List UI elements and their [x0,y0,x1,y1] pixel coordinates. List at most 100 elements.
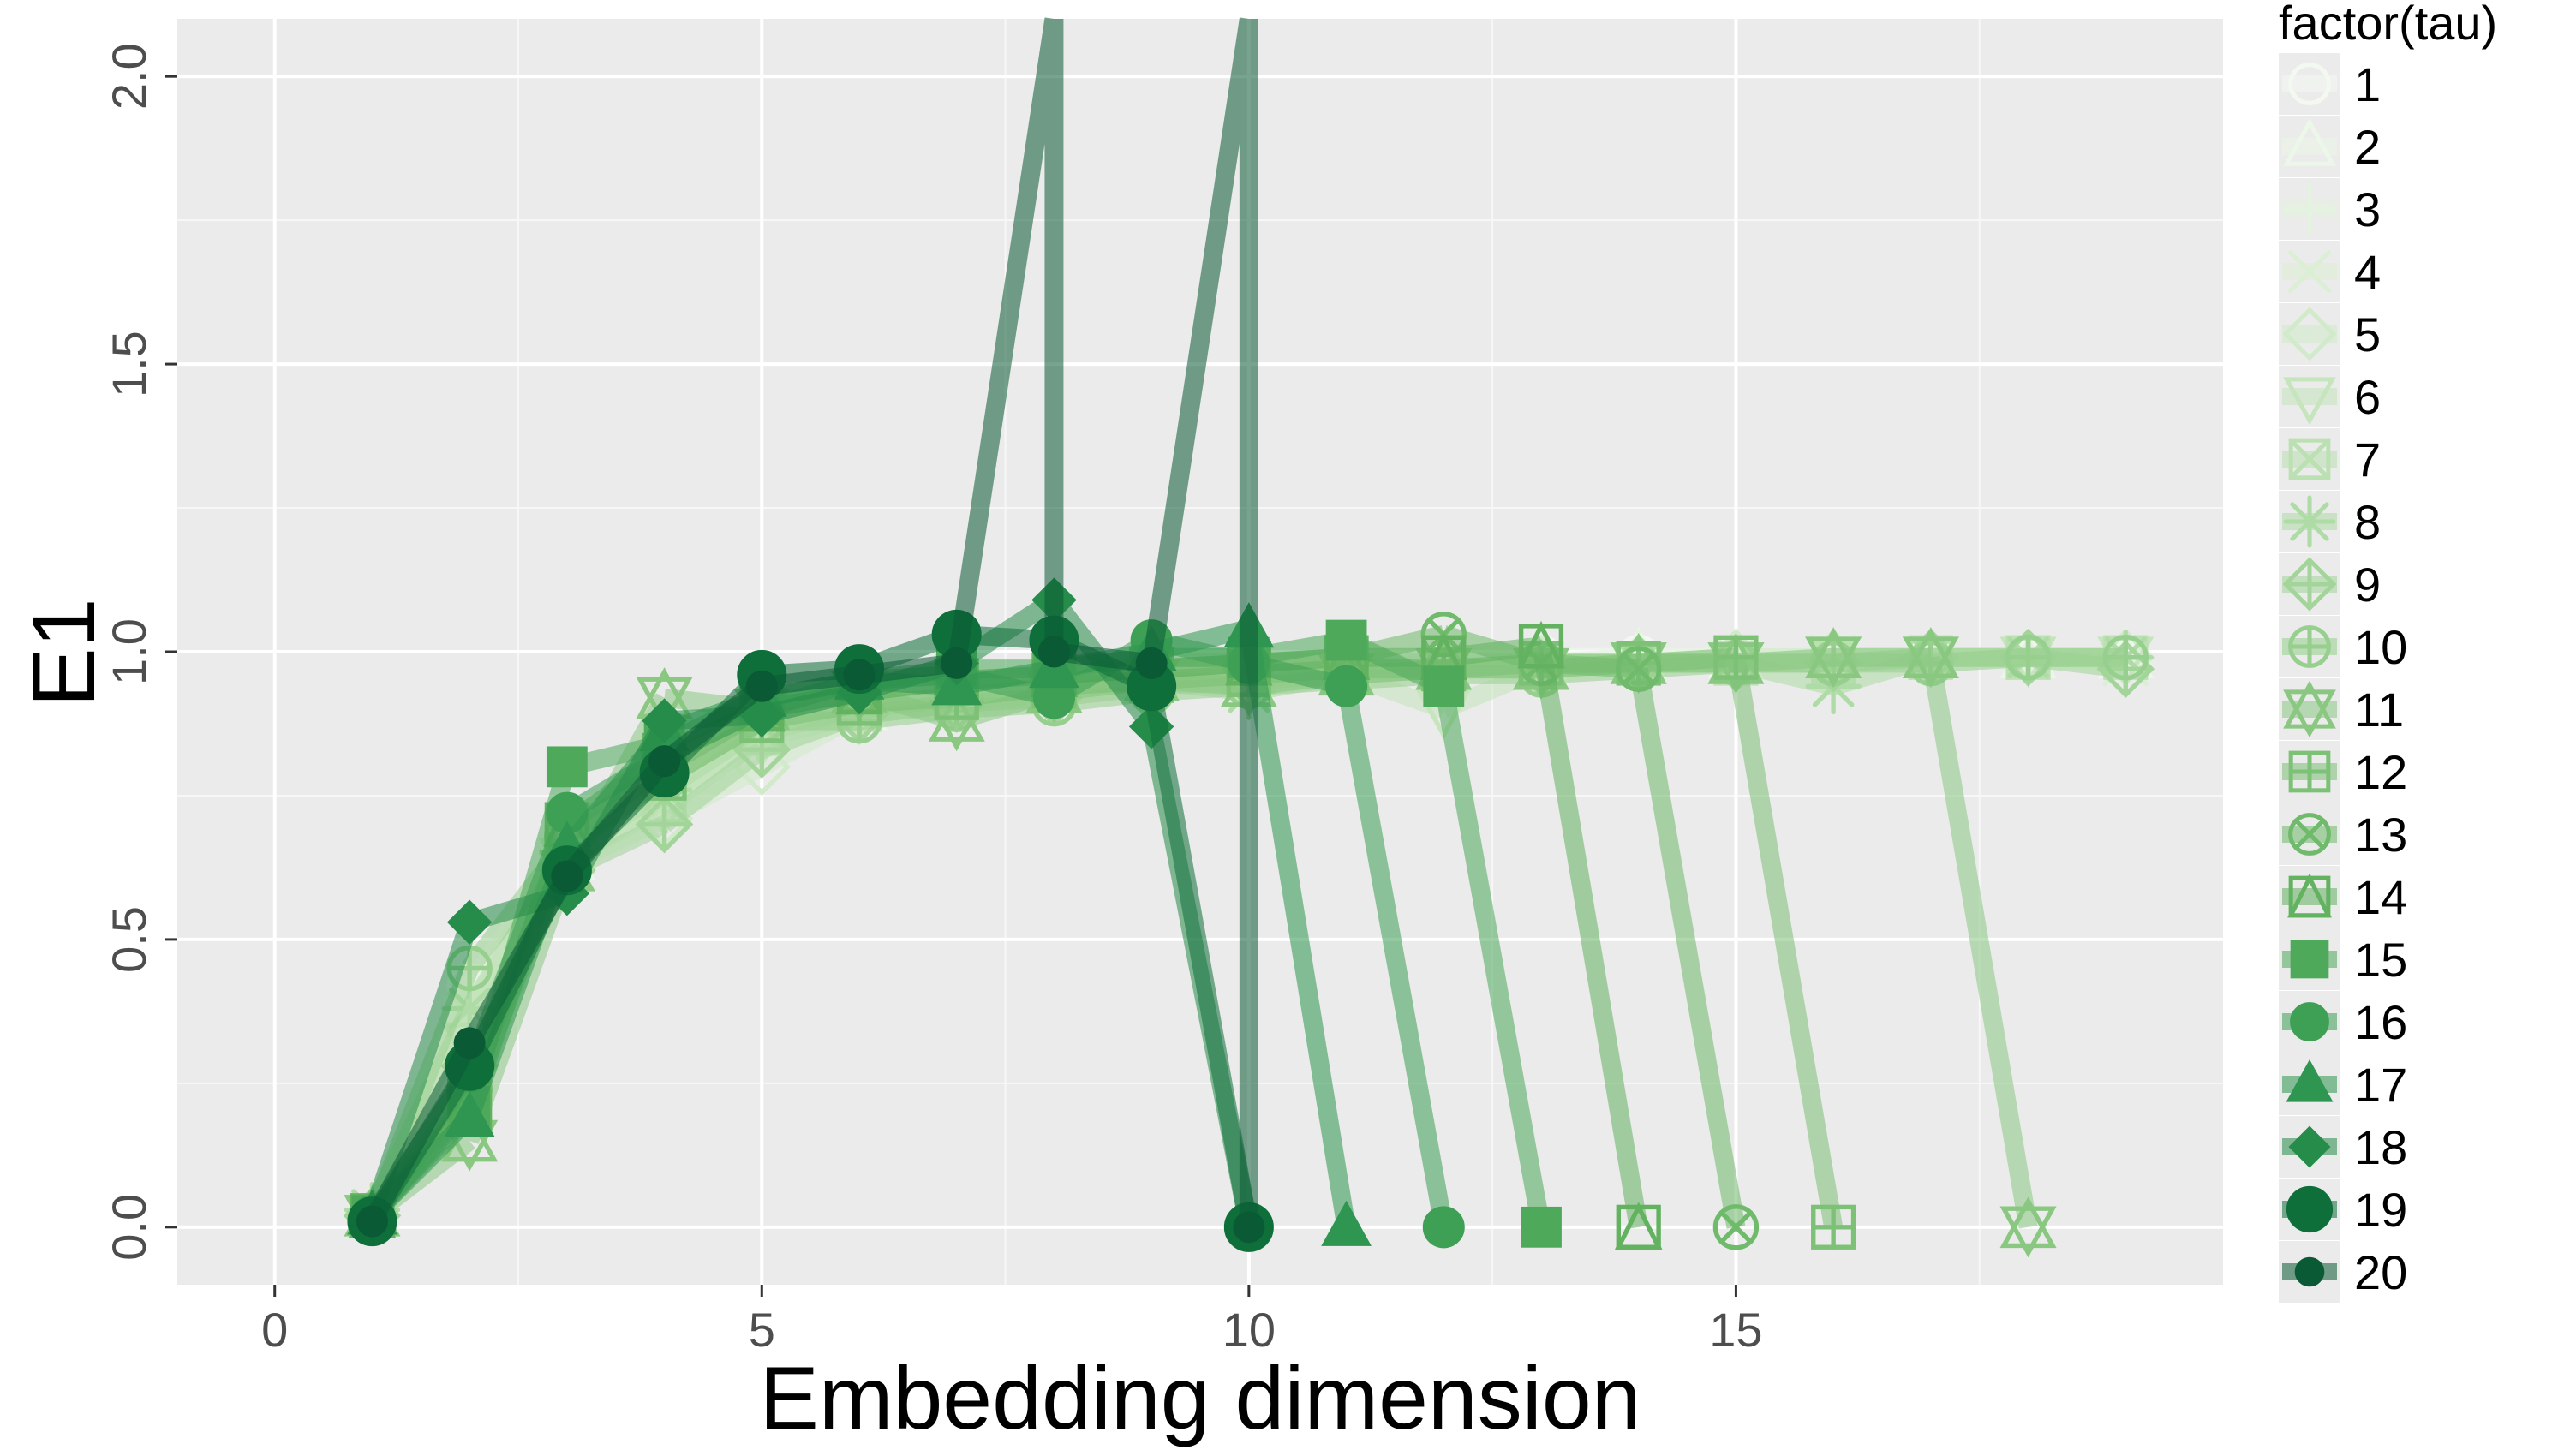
marker-tau-20-1 [453,1027,486,1059]
marker-tau-14-13 [1614,1202,1663,1250]
series-20-segment-3 [658,678,768,769]
legend-label-2: 2 [2354,120,2381,174]
marker-tau-14-12 [1517,620,1565,669]
point-tau-20-5 [843,659,876,691]
marker-tau-20-0 [356,1205,388,1238]
series-20-points [356,636,1265,1244]
legend-key-marker-19 [2286,1185,2334,1233]
legend-key-marker-14 [2287,873,2332,918]
legend-item-10: 10 [2279,616,2407,677]
marker-tau-11-17 [1999,1196,2057,1249]
point-tau-10-18 [2102,635,2149,681]
point-tau-17-1 [444,1091,495,1137]
series-20-segment-4 [760,665,861,696]
marker-tau-16-10 [1325,665,1368,707]
marker-tau-20-2 [551,860,583,892]
legend-label-9: 9 [2354,558,2381,612]
legend-item-6: 6 [2279,366,2381,427]
marker-tau-15-11 [1423,665,1465,707]
legend-item-1: 1 [2279,53,2381,115]
series-20 [356,17,1265,1244]
series-layer [343,17,2155,1258]
marker-tau-20-9 [1135,647,1168,679]
legend-label-13: 13 [2354,808,2407,862]
series-14-segment-12 [1532,644,1648,1229]
legend-label-4: 4 [2354,245,2381,299]
series-13-segment-13 [1629,667,1746,1229]
legend-label-20: 20 [2354,1245,2407,1299]
legend-item-17: 17 [2279,1053,2407,1115]
y-tick-label-2: 1.0 [102,618,156,685]
legend-item-11: 11 [2279,678,2404,740]
point-tau-11-15 [1805,627,1862,689]
legend-label-10: 10 [2354,620,2407,674]
legend-key-marker-17 [2286,1059,2334,1102]
legend-key-marker-16 [2290,1002,2329,1041]
point-tau-14-12 [1517,620,1565,669]
legend-item-16: 16 [2279,991,2407,1053]
x-axis-title: Embedding dimension [759,1349,1641,1448]
x-tick-label-1: 5 [749,1303,775,1357]
legend-label-14: 14 [2354,870,2407,924]
legend-item-7: 7 [2279,428,2381,490]
marker-tau-11-15 [1805,627,1862,679]
marker-tau-18-3 [642,698,687,743]
marker-tau-20-5 [843,659,876,691]
legend-label-15: 15 [2354,933,2407,987]
y-tick-label-1: 0.5 [102,906,156,973]
legend-item-15: 15 [2279,928,2407,990]
marker-tau-17-10 [1321,1200,1372,1246]
series-11-segment-16 [1922,655,2038,1229]
point-tau-17-10 [1321,1200,1372,1246]
series-20-segment-5 [858,653,959,684]
series-18-segment-0 [362,919,479,1219]
series-17-segment-9 [1240,627,1356,1229]
marker-tau-13-13 [1616,646,1662,692]
legend-item-13: 13 [2279,803,2407,865]
legend-key-marker-11 [2283,680,2336,729]
marker-tau-16-11 [1422,1206,1465,1249]
point-tau-20-3 [648,745,681,778]
point-tau-18-1 [446,899,493,945]
legend-label-19: 19 [2354,1183,2407,1237]
x-tick-label-0: 0 [261,1303,288,1357]
marker-tau-20-4 [745,670,778,702]
y-tick-label-3: 1.5 [102,331,156,397]
marker-tau-15-10 [1325,619,1367,661]
legend-key-marker-2 [2283,117,2336,166]
y-tick-label-0: 0.0 [102,1194,156,1261]
point-tau-10-17 [2005,635,2052,681]
legend-item-2: 2 [2279,116,2381,177]
legend-key-marker-7 [2288,438,2331,480]
point-tau-15-10 [1325,619,1367,661]
legend-key-marker-20 [2294,1256,2325,1287]
point-tau-20-8 [1037,636,1070,668]
marker-tau-15-12 [1521,1206,1562,1248]
x-tick-label-2: 10 [1222,1303,1276,1357]
series-16-segment-10 [1336,684,1454,1229]
legend-key-marker-11 [2283,689,2336,738]
series-20-segment-0 [363,1038,478,1226]
legend-label-11: 11 [2354,683,2404,737]
legend-item-8: 8 [2279,491,2381,552]
point-tau-9-3 [635,795,694,854]
legend-key-marker-13 [2293,818,2326,850]
point-tau-20-4 [745,670,778,702]
legend-key-marker-6 [2283,377,2336,426]
point-tau-16-10 [1325,665,1368,707]
point-tau-18-3 [642,698,687,743]
series-20-segment-1 [461,871,576,1048]
point-tau-13-14 [1712,1204,1760,1250]
marker-tau-13-13 [1621,652,1656,686]
point-tau-15-2 [546,746,588,788]
legend-label-6: 6 [2354,370,2381,424]
marker-tau-15-2 [546,746,588,788]
point-tau-16-11 [1422,1206,1465,1249]
series-12-segment-14 [1726,655,1843,1229]
point-tau-13-13 [1616,646,1662,692]
marker-tau-11-3 [636,677,693,729]
series-20-segment-2 [559,755,672,883]
legend-item-4: 4 [2279,241,2381,302]
legend-item-14: 14 [2279,866,2407,928]
